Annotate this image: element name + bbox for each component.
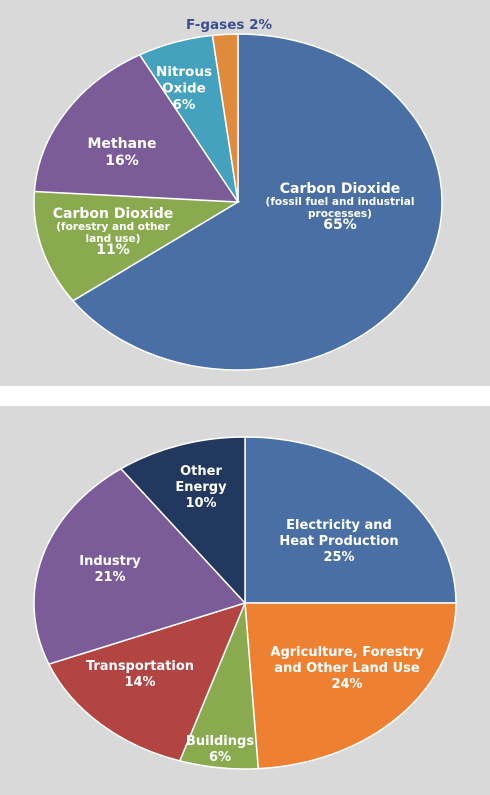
slice-label-text: Methane	[88, 136, 157, 152]
pie-slices	[33, 436, 457, 770]
slice-percent-text: 6%	[209, 750, 231, 765]
slice-label-text: Other	[180, 464, 222, 479]
pie-slice-2-6	[119, 436, 246, 605]
gas-chart-panel: Carbon Dioxide (fossil fuel and industria…	[0, 0, 490, 386]
pie-slice-1-2	[33, 190, 241, 302]
slice-percent-text: 14%	[124, 675, 155, 690]
slice-label-text: Industry	[79, 554, 141, 569]
slice-label-text: Buildings	[186, 734, 254, 749]
slice-percent-text: 65%	[323, 217, 357, 233]
slice-percent-text: 10%	[185, 496, 216, 511]
slice-label-text: Heat Production	[279, 534, 398, 549]
slice-label-text: Energy	[175, 480, 227, 495]
slice-label-text: Nitrous	[156, 64, 212, 80]
slice-percent-text: 16%	[105, 153, 139, 169]
slice-label-text: Oxide	[162, 81, 206, 97]
slice-label-1-5: F-gases 2%	[186, 17, 273, 33]
pie-slice-1-1	[71, 33, 443, 371]
slice-label-text: and Other Land Use	[274, 661, 420, 676]
pie-slice-2-4	[47, 601, 247, 762]
slice-sub-text: land use)	[86, 233, 141, 245]
slice-sub-text: processes)	[308, 208, 372, 220]
slice-label-text: F-gases 2%	[186, 17, 273, 33]
pie-slice-1-3	[33, 53, 240, 203]
greenhouse-gas-pie-chart: Carbon Dioxide(fossil fuel and industria…	[33, 17, 443, 371]
pie-slice-1-5	[211, 33, 239, 203]
pie-slice-2-2	[244, 602, 457, 770]
sector-chart-panel: Electricity and Heat Production 25% Agricul…	[0, 406, 490, 795]
slice-percent-text: 25%	[323, 550, 354, 565]
slice-label-text: Electricity and	[286, 518, 392, 533]
slice-label-text: Carbon Dioxide	[280, 181, 401, 197]
slice-percent-text: 11%	[96, 242, 130, 258]
slice-percent-text: 6%	[173, 97, 196, 113]
pie-slice-2-5	[33, 467, 247, 666]
slice-percent-text: 21%	[94, 570, 125, 585]
slice-label-1-1: Carbon Dioxide(fossil fuel and industria…	[266, 181, 415, 233]
slice-label-text: Agriculture, Forestry	[270, 645, 424, 660]
pie-slice-2-1	[244, 436, 457, 604]
slice-percent-text: 24%	[331, 677, 362, 692]
pie-slices	[33, 33, 443, 371]
slice-label-text: Carbon Dioxide	[53, 206, 174, 222]
slice-label-text: Transportation	[86, 659, 194, 674]
slice-sub-text: (forestry and other	[56, 221, 170, 233]
slice-sub-text: (fossil fuel and industrial	[266, 196, 415, 208]
